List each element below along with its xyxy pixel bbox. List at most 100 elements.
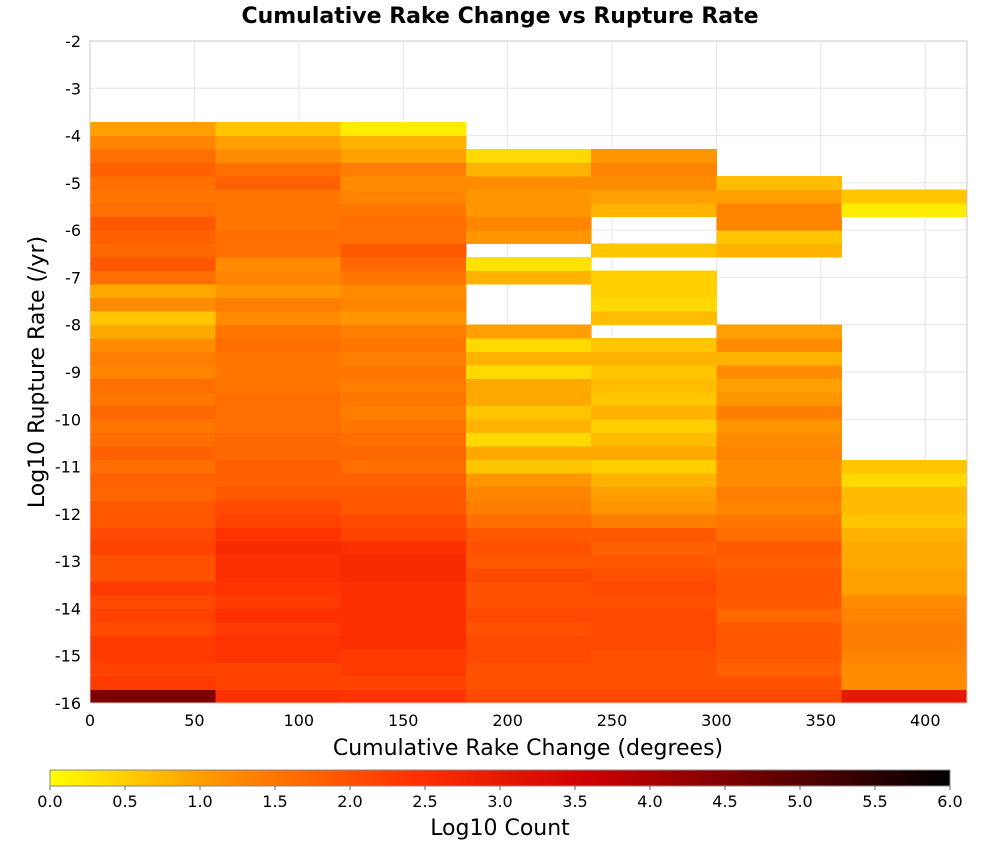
heatmap-cell (591, 527, 717, 542)
heatmap-cell (340, 608, 467, 623)
heatmap-cell (591, 594, 717, 609)
heatmap-cell (215, 594, 341, 609)
y-tick-label: -7 (65, 268, 81, 287)
heatmap-cell (215, 216, 341, 231)
heatmap-cell (716, 486, 843, 501)
heatmap-cell (340, 473, 467, 488)
heatmap-cell (340, 149, 467, 164)
heatmap-cell (340, 635, 467, 650)
heatmap-cell (465, 270, 592, 285)
heatmap-cell (340, 675, 467, 690)
y-tick-label: -14 (55, 599, 81, 618)
heatmap-cell (591, 405, 717, 420)
heatmap-cell (215, 243, 341, 258)
colorbar-tick-label: 5.0 (787, 792, 812, 811)
heatmap-cell (591, 486, 717, 501)
heatmap-cell (215, 648, 341, 663)
heatmap-cell (591, 567, 717, 582)
heatmap-cell (90, 392, 216, 407)
heatmap-cell (340, 581, 467, 596)
heatmap-cell (841, 689, 968, 704)
heatmap-cell (716, 648, 843, 663)
heatmap-cell (465, 513, 592, 528)
heatmap-cell (841, 189, 968, 204)
heatmap-cell (215, 189, 341, 204)
heatmap-cell (591, 662, 717, 677)
heatmap-cell (841, 594, 968, 609)
heatmap-cell (90, 365, 216, 380)
heatmap-cell (215, 351, 341, 366)
heatmap-cell (340, 257, 467, 272)
heatmap-cell (591, 608, 717, 623)
heatmap-cell (215, 338, 341, 353)
heatmap-cell (90, 270, 216, 285)
heatmap-cell (841, 459, 968, 474)
heatmap-cell (841, 554, 968, 569)
heatmap-cell (716, 392, 843, 407)
heatmap-cell (340, 135, 467, 150)
heatmap-cell (340, 216, 467, 231)
heatmap-cell (215, 446, 341, 461)
heatmap-cell (841, 635, 968, 650)
heatmap-cell (716, 324, 843, 339)
heatmap-cell (215, 662, 341, 677)
heatmap-cell (340, 459, 467, 474)
heatmap-cell (716, 230, 843, 245)
x-tick-label: 300 (701, 711, 732, 730)
heatmap-cell (340, 324, 467, 339)
y-tick-label: -9 (65, 363, 81, 382)
y-tick-label: -4 (65, 127, 81, 146)
heatmap-cell (340, 284, 467, 299)
heatmap-cell (90, 135, 216, 150)
heatmap-cell (716, 378, 843, 393)
heatmap-cell (215, 540, 341, 555)
heatmap-cell (716, 675, 843, 690)
heatmap-cell (465, 486, 592, 501)
heatmap-cell (90, 297, 216, 312)
heatmap-cell (716, 176, 843, 191)
x-axis-ticks: 0 50 100 150 200 250 300 350 400 (85, 711, 941, 730)
heatmap-cell (716, 351, 843, 366)
heatmap-cell (90, 608, 216, 623)
heatmap-cell (340, 378, 467, 393)
heatmap-cell (90, 311, 216, 326)
heatmap-cell (465, 621, 592, 636)
heatmap-cell (90, 473, 216, 488)
heatmap-cell (465, 203, 592, 218)
heatmap-cell (841, 527, 968, 542)
heatmap-cell (841, 540, 968, 555)
y-axis-title: Log10 Rupture Rate (/yr) (25, 236, 50, 508)
heatmap-cell (340, 203, 467, 218)
heatmap-cell (215, 635, 341, 650)
x-tick-label: 350 (806, 711, 837, 730)
heatmap-cell (340, 648, 467, 663)
heatmap-cell (716, 500, 843, 515)
x-tick-label: 200 (492, 711, 523, 730)
heatmap-cell (591, 554, 717, 569)
heatmap-cell (716, 689, 843, 704)
heatmap-cell (591, 311, 717, 326)
heatmap-cells (90, 122, 968, 704)
heatmap-cell (340, 243, 467, 258)
colorbar-tick-label: 2.5 (412, 792, 437, 811)
colorbar-ticks: 0.0 0.5 1.0 1.5 2.0 2.5 3.0 3.5 4.0 4.5 5.0 5.5 6.0 (37, 786, 963, 811)
heatmap-cell (90, 378, 216, 393)
heatmap-cell (90, 351, 216, 366)
x-tick-label: 50 (184, 711, 204, 730)
heatmap-cell (591, 378, 717, 393)
heatmap-cell (215, 675, 341, 690)
heatmap-cell (716, 338, 843, 353)
heatmap-cell (465, 432, 592, 447)
heatmap-cell (90, 648, 216, 663)
y-tick-label: -15 (55, 647, 81, 666)
heatmap-cell (465, 473, 592, 488)
heatmap-cell (841, 662, 968, 677)
heatmap-cell (716, 567, 843, 582)
heatmap-cell (841, 567, 968, 582)
heatmap-cell (591, 149, 717, 164)
heatmap-cell (465, 162, 592, 177)
y-tick-label: -12 (55, 505, 81, 524)
colorbar-tick-label: 1.5 (262, 792, 287, 811)
heatmap-cell (215, 500, 341, 515)
heatmap-cell (90, 567, 216, 582)
